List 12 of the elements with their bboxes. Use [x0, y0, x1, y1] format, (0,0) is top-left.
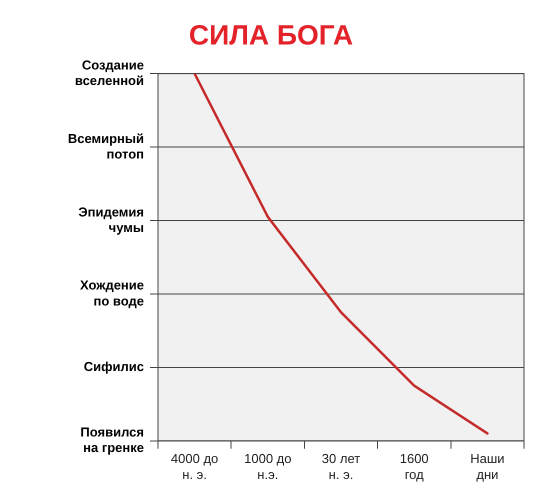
x-tick-label: 4000 до н. э. [170, 451, 218, 482]
category-label: Эпидемия чумы [78, 204, 144, 235]
category-label: Появился на гренке [80, 424, 144, 456]
x-tick-label: 30 лет н. э. [322, 451, 360, 482]
category-label: Создание вселенной [74, 57, 144, 88]
category-label: Хождение по воде [80, 278, 144, 308]
x-tick-label: 1600 год [400, 451, 429, 482]
category-label: Всемирный потоп [68, 130, 144, 162]
chart-title: СИЛА БОГА [188, 20, 354, 51]
category-label: Сифилис [84, 358, 144, 374]
x-tick-label: 1000 до н.э. [244, 451, 292, 482]
x-tick-label: Наши дни [470, 451, 505, 482]
